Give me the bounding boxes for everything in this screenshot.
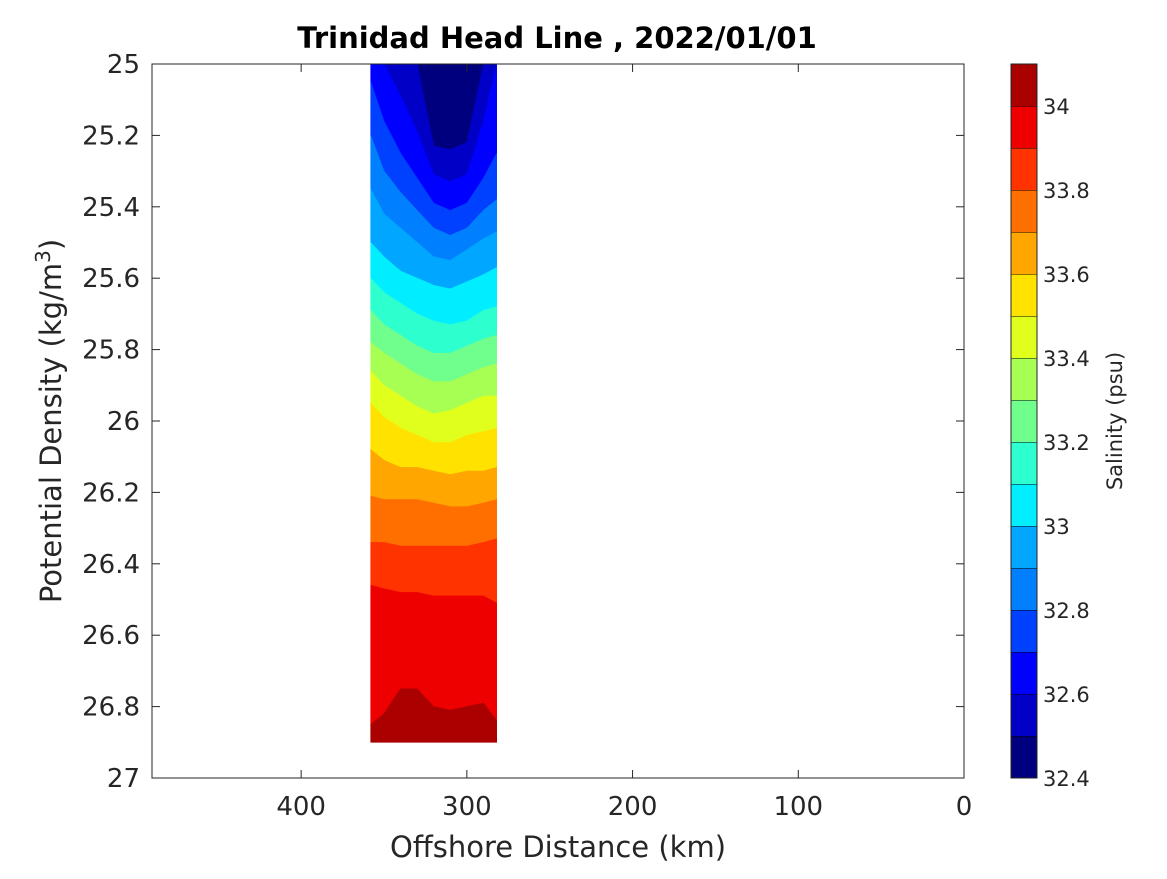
colorbar-swatch-14 <box>1011 148 1037 190</box>
y-tick-label: 26.8 <box>82 693 140 723</box>
y-axis-label: Potential Density (kg/m3) <box>31 239 68 603</box>
chart-title: Trinidad Head Line , 2022/01/01 <box>297 21 817 55</box>
colorbar-swatch-0 <box>1011 736 1037 778</box>
y-tick-label: 26 <box>107 407 140 437</box>
y-tick-label: 27 <box>107 764 140 794</box>
y-tick-label: 26.6 <box>82 621 140 651</box>
colorbar-swatch-11 <box>1011 274 1037 316</box>
colorbar <box>1011 63 1037 778</box>
y-tick-label: 26.4 <box>82 550 140 580</box>
y-axis-label-main: Potential Density (kg/m <box>34 263 68 603</box>
x-tick-label: 200 <box>608 792 658 822</box>
colorbar-swatch-6 <box>1011 484 1037 526</box>
colorbar-tick-label: 33.2 <box>1043 431 1090 455</box>
colorbar-swatch-16 <box>1011 64 1037 106</box>
colorbar-swatch-1 <box>1011 694 1037 736</box>
colorbar-ticks: 32.4 32.6 32.8 33 33.2 33.4 33.6 33.8 34 <box>1043 95 1090 791</box>
colorbar-tick-label: 32.6 <box>1043 683 1090 707</box>
x-axis-label: Offshore Distance (km) <box>390 830 726 864</box>
x-tick-label: 100 <box>773 792 823 822</box>
y-tick-label: 25.8 <box>82 336 140 366</box>
y-axis-label-sup: 3 <box>31 250 55 263</box>
colorbar-swatch-4 <box>1011 568 1037 610</box>
y-tick-label: 26.2 <box>82 478 140 508</box>
x-tick-label: 300 <box>442 792 492 822</box>
colorbar-swatch-7 <box>1011 442 1037 484</box>
colorbar-swatch-13 <box>1011 190 1037 232</box>
y-tick-label: 25.2 <box>82 121 140 151</box>
colorbar-swatch-3 <box>1011 610 1037 652</box>
colorbar-swatch-5 <box>1011 526 1037 568</box>
colorbar-tick-label: 33 <box>1043 515 1070 539</box>
y-tick-label: 25.6 <box>82 264 140 294</box>
salinity-band-16 <box>370 688 497 743</box>
colorbar-label: Salinity (psu) <box>1103 352 1127 490</box>
colorbar-swatch-2 <box>1011 652 1037 694</box>
x-axis-ticks: 400 300 200 100 0 <box>276 64 972 822</box>
y-tick-label: 25 <box>107 50 140 80</box>
colorbar-tick-label: 33.4 <box>1043 347 1090 371</box>
colorbar-swatch-9 <box>1011 358 1037 400</box>
colorbar-swatch-15 <box>1011 106 1037 148</box>
colorbar-tick-label: 34 <box>1043 95 1070 119</box>
x-tick-label: 0 <box>956 792 973 822</box>
colorbar-tick-label: 33.8 <box>1043 179 1090 203</box>
salinity-section <box>370 63 498 743</box>
colorbar-swatch-8 <box>1011 400 1037 442</box>
y-axis-label-close: ) <box>34 239 68 250</box>
colorbar-tick-label: 33.6 <box>1043 263 1090 287</box>
salinity-band-15 <box>370 584 497 726</box>
colorbar-tick-label: 32.4 <box>1043 767 1090 791</box>
y-tick-label: 25.4 <box>82 193 140 223</box>
colorbar-swatch-10 <box>1011 316 1037 358</box>
plot-area <box>152 64 964 778</box>
colorbar-frame <box>1010 63 1038 779</box>
colorbar-swatch-12 <box>1011 232 1037 274</box>
colorbar-tick-label: 32.8 <box>1043 599 1090 623</box>
x-tick-label: 400 <box>276 792 326 822</box>
y-axis-ticks: 25 25.2 25.4 25.6 25.8 26 26.2 26.4 26.6 26.8 27 <box>82 50 964 794</box>
